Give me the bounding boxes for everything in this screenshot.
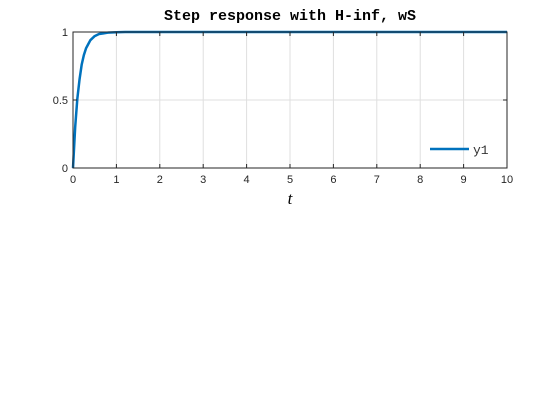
y-tick-label-2: 1 xyxy=(62,27,68,39)
x-tick-label-6: 6 xyxy=(330,174,336,186)
x-tick-label-9: 9 xyxy=(461,174,467,186)
x-tick-label-0: 0 xyxy=(70,174,76,186)
x-tick-label-10: 10 xyxy=(501,174,513,186)
x-tick-label-8: 8 xyxy=(417,174,423,186)
x-axis-label: t xyxy=(288,189,294,208)
legend-label-y1: y1 xyxy=(473,143,489,158)
y-tick-label-1: 0.5 xyxy=(53,95,68,107)
plot-area: 0 1 2 3 4 5 6 7 8 9 10 0 0.5 1 y1 xyxy=(53,27,513,186)
x-tick-label-4: 4 xyxy=(244,174,250,186)
x-tick-label-2: 2 xyxy=(157,174,163,186)
x-tick-label-5: 5 xyxy=(287,174,293,186)
y-tick-label-0: 0 xyxy=(62,163,68,175)
x-tick-label-3: 3 xyxy=(200,174,206,186)
x-tick-label-1: 1 xyxy=(113,174,119,186)
x-tick-label-7: 7 xyxy=(374,174,380,186)
chart-title: Step response with H-inf, wS xyxy=(164,8,416,25)
